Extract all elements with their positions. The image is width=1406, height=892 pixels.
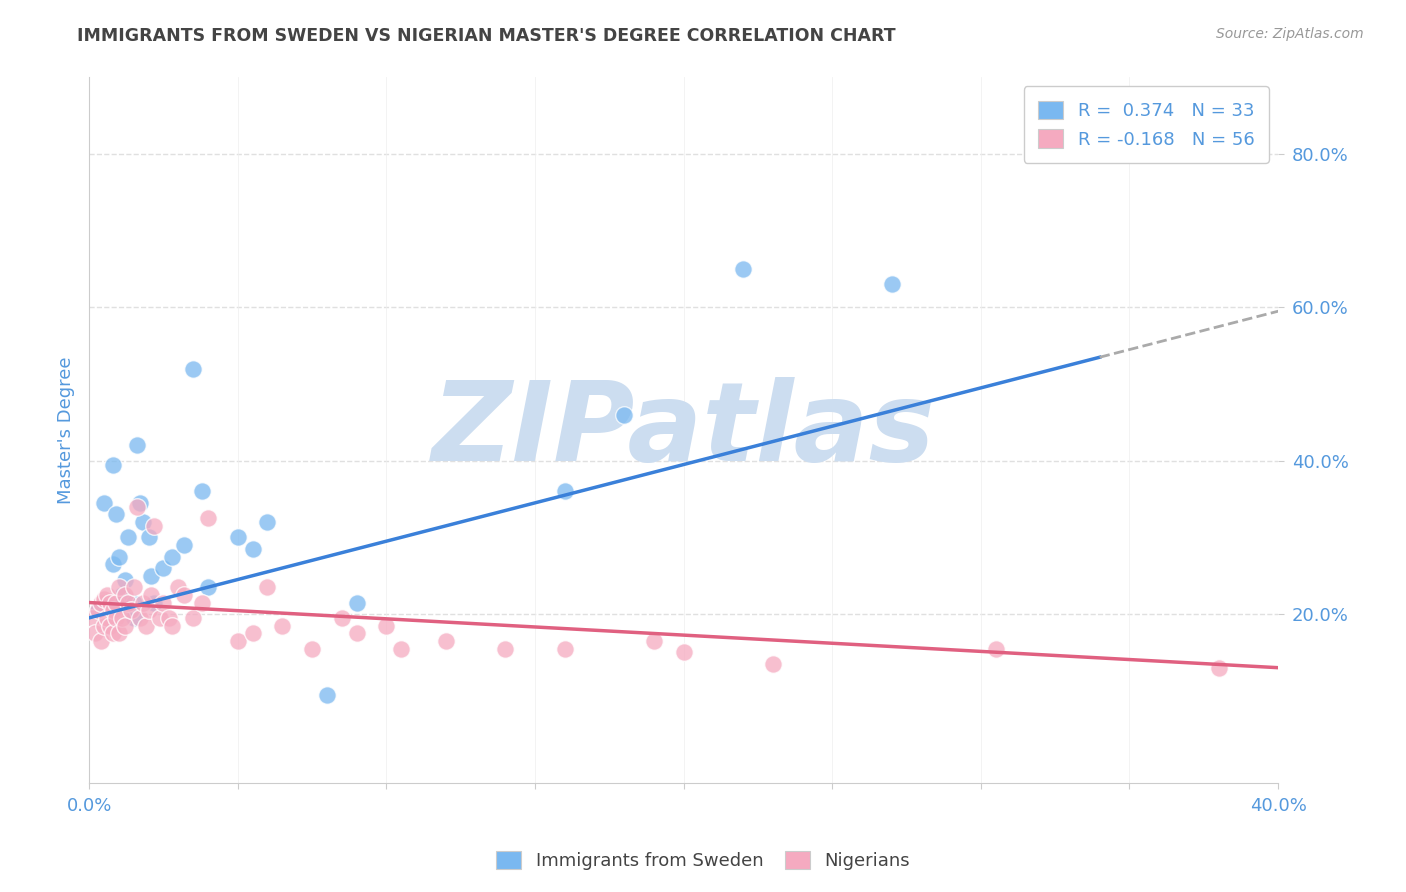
Text: IMMIGRANTS FROM SWEDEN VS NIGERIAN MASTER'S DEGREE CORRELATION CHART: IMMIGRANTS FROM SWEDEN VS NIGERIAN MASTE… <box>77 27 896 45</box>
Point <box>98 618 121 632</box>
Point <box>104 611 127 625</box>
Point <box>107 626 129 640</box>
Point <box>101 626 124 640</box>
Point <box>389 641 412 656</box>
Point <box>162 549 184 564</box>
Point <box>93 618 115 632</box>
Point <box>271 618 294 632</box>
Legend: Immigrants from Sweden, Nigerians: Immigrants from Sweden, Nigerians <box>484 838 922 883</box>
Point <box>87 603 110 617</box>
Point <box>375 618 398 632</box>
Point <box>87 603 110 617</box>
Y-axis label: Master's Degree: Master's Degree <box>58 356 75 504</box>
Point <box>197 580 219 594</box>
Point <box>152 595 174 609</box>
Point <box>93 496 115 510</box>
Point <box>107 580 129 594</box>
Point <box>226 530 249 544</box>
Text: ZIPatlas: ZIPatlas <box>432 376 935 483</box>
Point <box>128 496 150 510</box>
Point <box>111 588 134 602</box>
Legend: R =  0.374   N = 33, R = -0.168   N = 56: R = 0.374 N = 33, R = -0.168 N = 56 <box>1024 87 1270 163</box>
Point <box>84 626 107 640</box>
Point <box>346 626 368 640</box>
Point <box>330 611 353 625</box>
Point <box>104 595 127 609</box>
Point <box>162 618 184 632</box>
Point <box>90 595 112 609</box>
Point <box>125 438 148 452</box>
Point <box>141 568 163 582</box>
Point <box>143 519 166 533</box>
Point <box>181 611 204 625</box>
Point <box>117 530 139 544</box>
Point <box>731 262 754 277</box>
Point <box>167 580 190 594</box>
Point <box>613 408 636 422</box>
Point <box>98 595 121 609</box>
Point <box>301 641 323 656</box>
Point <box>117 595 139 609</box>
Point <box>114 588 136 602</box>
Point <box>434 633 457 648</box>
Point <box>181 361 204 376</box>
Point <box>157 611 180 625</box>
Point <box>226 633 249 648</box>
Point <box>138 530 160 544</box>
Point <box>80 611 103 625</box>
Point <box>114 573 136 587</box>
Point <box>90 633 112 648</box>
Point <box>197 511 219 525</box>
Point <box>101 558 124 572</box>
Point <box>125 500 148 514</box>
Point <box>315 688 337 702</box>
Point <box>242 541 264 556</box>
Point <box>191 595 214 609</box>
Point <box>143 595 166 609</box>
Point <box>173 538 195 552</box>
Point <box>120 603 142 617</box>
Point <box>131 595 153 609</box>
Point <box>98 595 121 609</box>
Point <box>1208 661 1230 675</box>
Point <box>114 618 136 632</box>
Point <box>984 641 1007 656</box>
Point <box>128 611 150 625</box>
Point <box>554 641 576 656</box>
Point <box>93 591 115 606</box>
Point <box>256 515 278 529</box>
Point <box>96 588 118 602</box>
Point <box>672 645 695 659</box>
Point <box>554 484 576 499</box>
Point <box>122 580 145 594</box>
Point <box>149 611 172 625</box>
Point <box>191 484 214 499</box>
Point <box>101 458 124 472</box>
Point <box>122 595 145 609</box>
Point <box>880 277 903 292</box>
Point <box>643 633 665 648</box>
Point <box>122 611 145 625</box>
Point <box>141 588 163 602</box>
Point <box>135 618 157 632</box>
Point <box>96 611 118 625</box>
Point <box>152 561 174 575</box>
Point <box>131 515 153 529</box>
Point <box>107 549 129 564</box>
Point <box>138 603 160 617</box>
Point <box>256 580 278 594</box>
Point <box>346 595 368 609</box>
Point <box>101 603 124 617</box>
Point <box>104 508 127 522</box>
Point <box>494 641 516 656</box>
Point <box>111 611 134 625</box>
Point <box>242 626 264 640</box>
Point <box>173 588 195 602</box>
Point <box>762 657 785 671</box>
Text: Source: ZipAtlas.com: Source: ZipAtlas.com <box>1216 27 1364 41</box>
